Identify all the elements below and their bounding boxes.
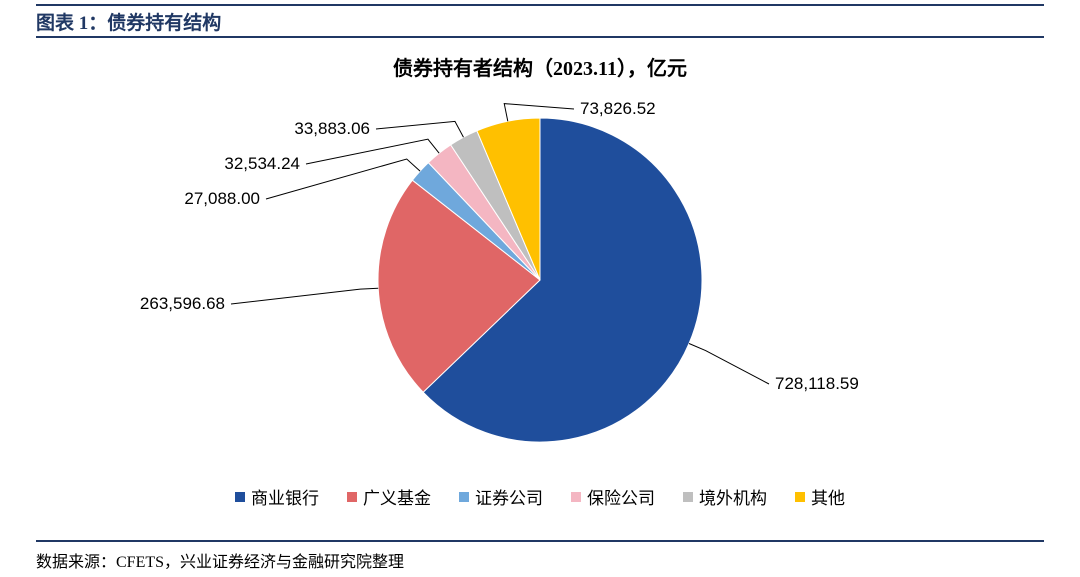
legend-label: 其他 bbox=[811, 484, 845, 509]
legend-item: 证券公司 bbox=[459, 484, 543, 509]
leader-line bbox=[689, 343, 769, 384]
legend-swatch bbox=[683, 492, 693, 502]
data-label: 73,826.52 bbox=[580, 99, 656, 118]
legend-item: 广义基金 bbox=[347, 484, 431, 509]
figure-caption: 图表 1：债券持有结构 bbox=[36, 8, 221, 35]
leader-line bbox=[231, 288, 378, 304]
leader-line bbox=[376, 121, 463, 137]
data-label: 27,088.00 bbox=[184, 189, 260, 208]
legend: 商业银行 广义基金 证券公司 保险公司 境外机构 其他 bbox=[0, 484, 1080, 509]
legend-label: 商业银行 bbox=[251, 484, 319, 509]
legend-swatch bbox=[571, 492, 581, 502]
data-label: 33,883.06 bbox=[294, 119, 370, 138]
legend-label: 保险公司 bbox=[587, 484, 655, 509]
leader-line bbox=[306, 139, 439, 164]
pie-chart: 728,118.59 263,596.68 27,088.00 32,534.24 33… bbox=[0, 80, 1080, 470]
caption-underline bbox=[36, 36, 1044, 38]
legend-item: 保险公司 bbox=[571, 484, 655, 509]
legend-item: 商业银行 bbox=[235, 484, 319, 509]
legend-swatch bbox=[347, 492, 357, 502]
legend-item: 其他 bbox=[795, 484, 845, 509]
legend-swatch bbox=[235, 492, 245, 502]
legend-swatch bbox=[795, 492, 805, 502]
top-rule bbox=[36, 4, 1044, 6]
legend-label: 广义基金 bbox=[363, 484, 431, 509]
legend-label: 证券公司 bbox=[475, 484, 543, 509]
legend-label: 境外机构 bbox=[699, 484, 767, 509]
legend-swatch bbox=[459, 492, 469, 502]
chart-title: 债券持有者结构（2023.11），亿元 bbox=[0, 52, 1080, 81]
source-text: 数据来源：CFETS，兴业证券经济与金融研究院整理 bbox=[36, 548, 404, 572]
legend-item: 境外机构 bbox=[683, 484, 767, 509]
data-label: 32,534.24 bbox=[224, 154, 300, 173]
pie-svg: 728,118.59 263,596.68 27,088.00 32,534.24 33… bbox=[0, 80, 1080, 470]
data-label: 263,596.68 bbox=[140, 294, 225, 313]
bottom-rule bbox=[36, 540, 1044, 542]
data-label: 728,118.59 bbox=[775, 374, 859, 393]
